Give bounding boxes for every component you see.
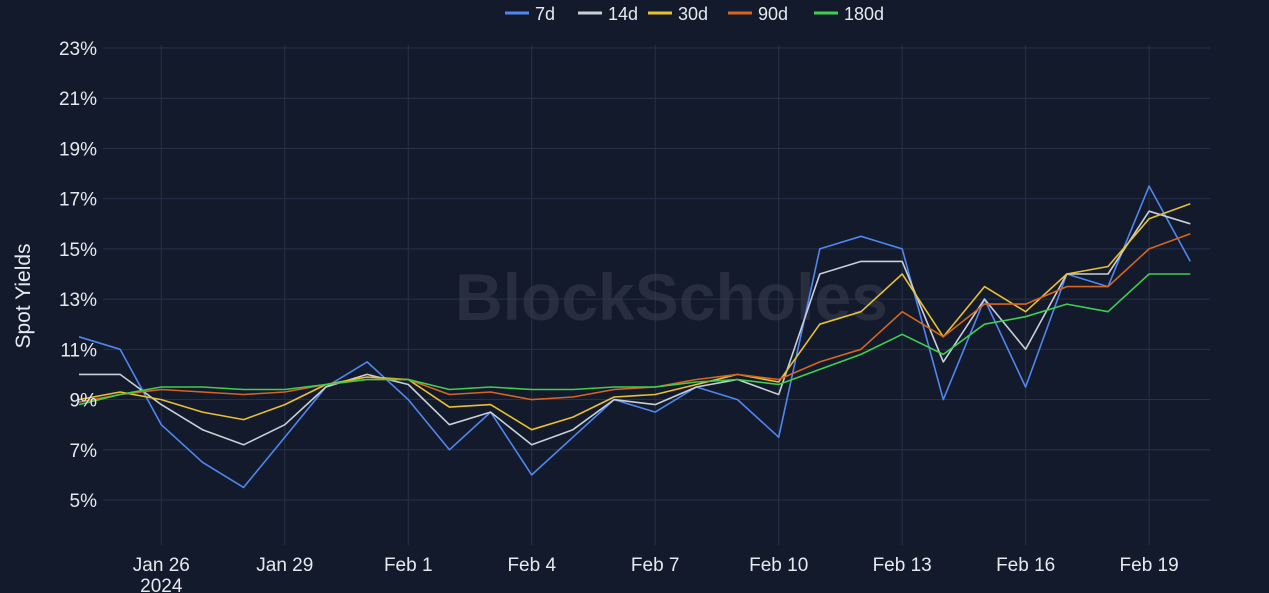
x-tick-label: Feb 10 bbox=[749, 555, 808, 576]
x-tick-label: Feb 19 bbox=[1120, 555, 1179, 576]
y-tick-label: 13% bbox=[59, 290, 97, 311]
y-axis-title: Spot Yields bbox=[12, 243, 35, 348]
legend-label: 7d bbox=[535, 4, 555, 24]
x-tick-year-label: 2024 bbox=[140, 576, 183, 593]
grid bbox=[103, 45, 1210, 545]
legend-label: 90d bbox=[758, 4, 788, 24]
series-line-14d bbox=[79, 210, 1191, 446]
legend-item-90d[interactable]: 90d bbox=[728, 4, 788, 24]
watermark-text: BlockScholes bbox=[455, 260, 888, 334]
series-line-7d bbox=[78, 185, 1192, 489]
y-axis-ticks: 23% 21% 19% 17% 15% 13% 11% 9% 7% 5% bbox=[59, 39, 97, 512]
y-tick-label: 19% bbox=[59, 139, 97, 160]
legend-label: 30d bbox=[678, 4, 708, 24]
y-tick-label: 17% bbox=[59, 190, 97, 211]
legend-item-180d[interactable]: 180d bbox=[814, 4, 884, 24]
x-tick-label: Feb 13 bbox=[873, 555, 932, 576]
legend-item-14d[interactable]: 14d bbox=[578, 4, 638, 24]
legend[interactable]: 7d 14d 30d 90d 180d bbox=[505, 4, 884, 24]
x-tick-label: Feb 16 bbox=[996, 555, 1055, 576]
x-tick-label: Feb 4 bbox=[507, 555, 556, 576]
legend-label: 14d bbox=[608, 4, 638, 24]
series-line-90d bbox=[78, 233, 1191, 403]
x-tick-label: Feb 7 bbox=[631, 555, 680, 576]
y-tick-label: 5% bbox=[70, 491, 98, 512]
series-layer bbox=[78, 185, 1192, 489]
y-tick-label: 23% bbox=[59, 39, 97, 60]
series-line-180d bbox=[78, 273, 1191, 406]
x-tick-label: Feb 1 bbox=[384, 555, 433, 576]
legend-item-7d[interactable]: 7d bbox=[505, 4, 555, 24]
legend-item-30d[interactable]: 30d bbox=[648, 4, 708, 24]
y-tick-label: 21% bbox=[59, 89, 97, 110]
x-tick-label: Jan 29 bbox=[256, 555, 313, 576]
x-tick-label: Jan 26 bbox=[133, 555, 190, 576]
legend-label: 180d bbox=[844, 4, 884, 24]
series-line-30d bbox=[78, 202, 1191, 431]
y-tick-label: 9% bbox=[70, 391, 98, 412]
y-tick-label: 7% bbox=[70, 441, 98, 462]
y-tick-label: 15% bbox=[59, 240, 97, 261]
y-tick-label: 11% bbox=[60, 340, 97, 361]
